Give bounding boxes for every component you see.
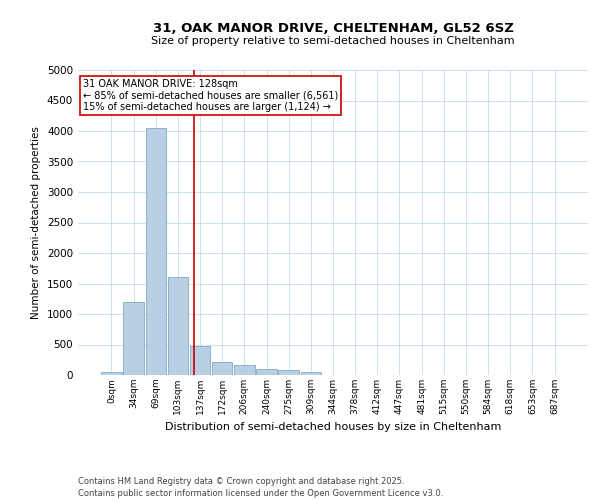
- Bar: [234, 365, 254, 375]
- Bar: [167, 278, 188, 375]
- Bar: [101, 372, 122, 375]
- Bar: [278, 370, 299, 375]
- Bar: [256, 369, 277, 375]
- X-axis label: Distribution of semi-detached houses by size in Cheltenham: Distribution of semi-detached houses by …: [165, 422, 501, 432]
- Bar: [124, 302, 144, 375]
- Text: Contains HM Land Registry data © Crown copyright and database right 2025.
Contai: Contains HM Land Registry data © Crown c…: [78, 476, 443, 498]
- Bar: [212, 362, 232, 375]
- Text: 31 OAK MANOR DRIVE: 128sqm
← 85% of semi-detached houses are smaller (6,561)
15%: 31 OAK MANOR DRIVE: 128sqm ← 85% of semi…: [83, 79, 338, 112]
- Bar: [190, 346, 210, 375]
- Y-axis label: Number of semi-detached properties: Number of semi-detached properties: [31, 126, 41, 319]
- Text: 31, OAK MANOR DRIVE, CHELTENHAM, GL52 6SZ: 31, OAK MANOR DRIVE, CHELTENHAM, GL52 6S…: [152, 22, 514, 36]
- Text: Size of property relative to semi-detached houses in Cheltenham: Size of property relative to semi-detach…: [151, 36, 515, 46]
- Bar: [301, 372, 321, 375]
- Bar: [146, 128, 166, 375]
